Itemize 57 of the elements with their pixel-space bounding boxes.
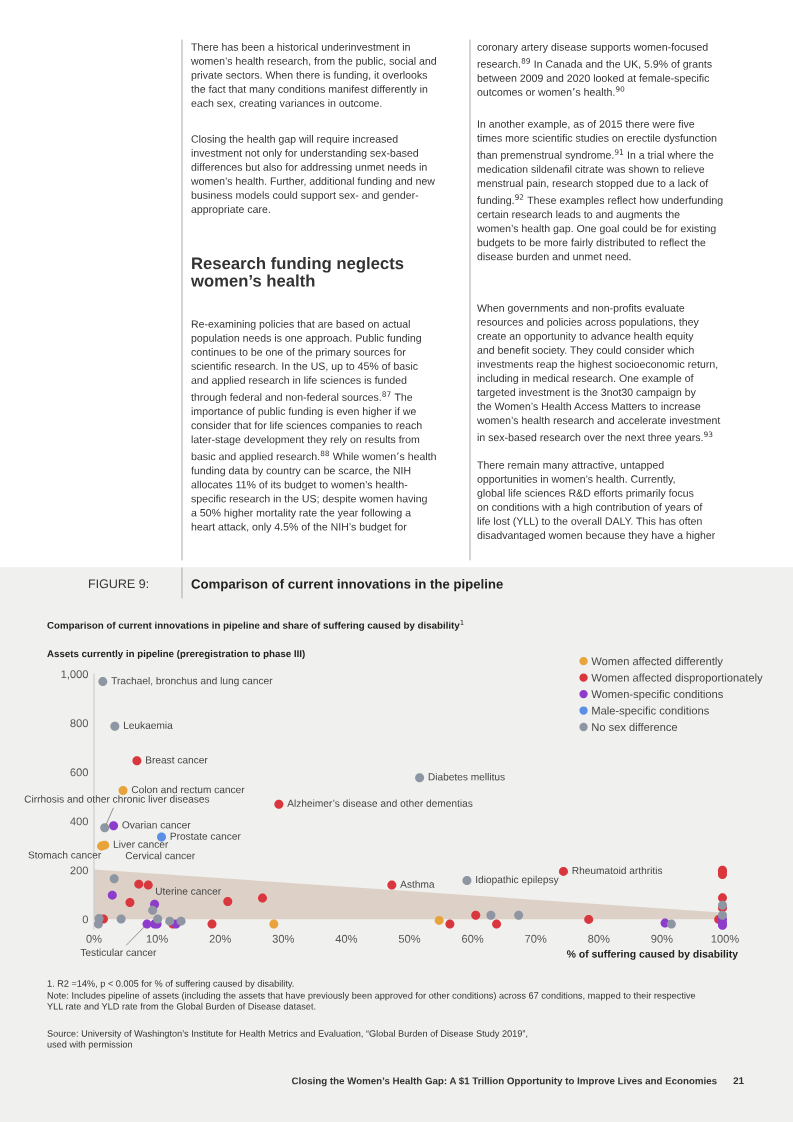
y-tick-label: 0 [82, 915, 89, 924]
caption: FIGURE 9: [89, 579, 148, 589]
text: 21 [733, 1077, 744, 1085]
text: Note: Includes pipeline of assets (including the assets that have previously been approved for other conditions) across 67 conditions, mapped to their respective YLL rate and YLD rate from the Global Burden of Disease dataset. [47, 992, 696, 1010]
x-tick-label: 100% [711, 934, 739, 943]
annotation: Cervical cancer [125, 851, 195, 860]
chart-title: Comparison of current innovations in the pipeline [191, 579, 503, 592]
annotation: Prostate cancer [170, 832, 241, 840]
y-tick-label: 400 [70, 817, 89, 826]
annotation: Uterine cancer [155, 887, 221, 895]
x-tick-label: 10% [146, 934, 168, 943]
annotation: Alzheimer’s disease and other dementias [287, 799, 473, 807]
y-tick-label: 600 [70, 768, 89, 777]
legend-label: Women affected differently [591, 657, 723, 668]
x-tick-label: 60% [462, 934, 484, 943]
text: Closing the Women’s Health Gap: A $1 Trillion Opportunity to Improve Lives and Economies [291, 1077, 717, 1087]
x-tick-label: 90% [651, 934, 673, 943]
annotation: Diabetes mellitus [428, 772, 505, 781]
source-note: Source: University of Washington’s Institute for Health Metrics and Evaluation, “Global Burden of Disease Study 2019”, used with permission [47, 1030, 528, 1050]
legend-label: Women-specific conditions [591, 689, 723, 701]
text: Re-examining policies that are based on actual population needs is one approach. Public funding continues to be one of the primary sources for scientific research. In the US, up to 45% of basic and applied research in life sciences is funded through federal and non-federal sources.$^{87}$ The importance of public funding is even higher if we consider that for life sciences companies to reach later-stage development they rely on results from basic and applied research.$^{88}$ While women’s health funding data by country can be scarce, the NIH allocates 11% of its budget to women’s health- specific research in the US; despite women having a 50% higher mortality rate the year following a heart attack, only 4.5% of the NIH’s budget for [191, 320, 436, 533]
chart-subtitle: Comparison of current innovations in pipeline and share of suffering caused by disability$^{1}$ [47, 620, 464, 631]
text: There has been a historical underinvestment in women’s health research, from the public, social and private sectors. When there is funding, it overlooks the fact that many conditions manifest differently in each sex, creating variances in outcome. [190, 43, 436, 110]
annotation: Liver cancer [113, 840, 169, 848]
legend-label: Male-specific conditions [592, 706, 709, 717]
text: In another example, as of 2015 there were five times more scientific studies on erectile dysfunction than premenstrual syndrome.$^{91}$ In a trial where the medication sildenafil citrate was shown to relieve menstrual pain, research stopped due to a lack of funding.$^{92}$ These examples reflect how underfunding certain research leads to and augments the women’s health gap. One goal could be for existing budgets to be more fairly distributed to reflect the disease burden and unmet need. [476, 120, 723, 261]
annotation: Leukaemia [123, 721, 173, 729]
x-tick-label: 50% [398, 934, 421, 943]
annotation: Asthma [400, 880, 435, 888]
text: When governments and non-profits evaluate resources and policies across populations, they create an opportunity to advance health equity and benefit society. They could consider which investments reap the highest socioeconomic return, including in medical research. One example of targeted investment is the 3not30 campaign by the Women’s Health Access Matters to increase women’s health research and accelerate investment in sex-based research over the next three years.$^{93}$ [476, 304, 721, 444]
x-tick-label: 80% [588, 934, 610, 943]
text: Research funding neglects women’s health [190, 257, 404, 287]
annotation: Ovarian cancer [122, 821, 191, 829]
annotation: Colon and rectum cancer [131, 785, 245, 794]
text: 1. R2 =14%, p < 0.005 for % of suffering caused by disability. [47, 980, 294, 989]
annotation: Trachael, bronchus and lung cancer [111, 676, 273, 687]
x-tick-label: 30% [272, 934, 295, 943]
legend-label: Women affected disproportionately [591, 673, 763, 684]
annotation: Testicular cancer [80, 948, 157, 956]
x-tick-label: 70% [525, 934, 547, 943]
y-tick-label: 200 [70, 866, 89, 875]
x-axis-title: % of suffering caused by disability [566, 950, 738, 960]
text: coronary artery disease supports women-focused research.$^{89}$ In Canada and the UK, 5.9% of grants between 2009 and 2020 looked at female-specific outcomes or women’s health.$^{90}$ [477, 43, 712, 96]
x-tick-label: 0% [86, 934, 102, 943]
y-axis-title: Assets currently in pipeline (preregistration to phase III) [47, 650, 305, 660]
x-tick-label: 40% [335, 934, 358, 943]
legend-label: No sex difference [592, 722, 678, 732]
y-tick-label: 1,000 [61, 670, 89, 680]
annotation: Idiopathic epilepsy [476, 875, 559, 886]
annotation: Stomach cancer [28, 851, 102, 859]
text: There remain many attractive, untapped opportunities in women’s health. Currently, global life sciences R&D efforts primarily focus on conditions with a high contribution of years of life lost (YLL) to the overall DALY. This has often disadvantaged women because they have a higher [477, 461, 716, 542]
y-tick-label: 800 [70, 719, 89, 728]
text: Closing the health gap will require increased investment not only for understanding sex-based differences but also for addressing unmet needs in women’s health. Further, additional funding and new business models could support sex- and gender- appropriate care. [190, 135, 435, 216]
x-tick-label: 20% [209, 934, 231, 943]
annotation: Rheumatoid arthritis [572, 866, 663, 875]
annotation: Breast cancer [146, 756, 208, 764]
annotation: Cirrhosis and other chronic liver diseases [24, 795, 210, 803]
